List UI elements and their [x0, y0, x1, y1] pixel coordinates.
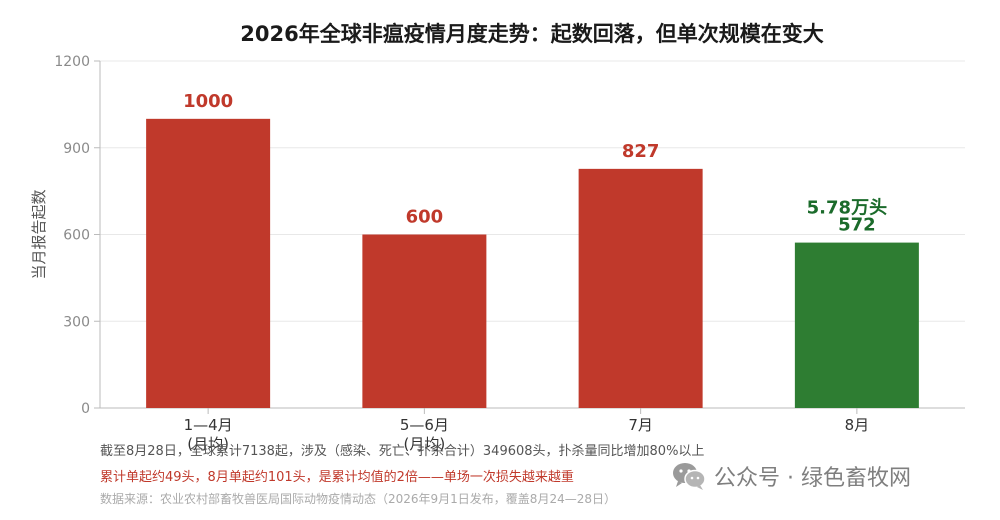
x-tick-label-line: (月均): [404, 435, 446, 453]
y-tick-label: 600: [63, 228, 90, 244]
value-label: 1000: [183, 91, 233, 112]
footer-source-line: 数据来源：农业农村部畜牧兽医局国际动物疫情动态（2026年9月1日发布，覆盖8月…: [100, 492, 616, 506]
x-tick-label-line: 1—4月: [184, 416, 233, 434]
bar: [578, 168, 703, 408]
value-label: 827: [622, 141, 660, 162]
x-tick-label-line: (月均): [187, 435, 229, 453]
y-tick-label: 1200: [54, 54, 90, 70]
wechat-icon: [673, 463, 706, 490]
x-tick-label-line: 8月: [845, 416, 870, 434]
footer-summary-line: 截至8月28日，全球累计7138起，涉及（感染、死亡、扑杀合计）349608头，…: [100, 444, 705, 459]
y-axis-title: 当月报告起数: [30, 189, 48, 279]
bar: [362, 234, 487, 408]
footer-highlight-line: 累计单起约49头，8月单起约101头，是累计均值的2倍——单场一次损失越来越重: [100, 470, 574, 485]
x-tick-label: 1—4月(月均): [184, 416, 233, 453]
value-label: 572: [838, 215, 876, 236]
value-annotation: 5.78万头: [807, 198, 887, 219]
bar: [794, 242, 919, 408]
bar: [146, 118, 271, 408]
x-tick-label: 7月: [628, 416, 653, 434]
x-tick-label-line: 7月: [628, 416, 653, 434]
y-tick-label: 300: [63, 314, 90, 330]
watermark: 公众号 · 绿色畜牧网: [672, 460, 911, 492]
y-tick-label: 0: [81, 401, 90, 417]
chart-title: 2026年全球非瘟疫情月度走势：起数回落，但单次规模在变大: [240, 22, 824, 46]
x-tick-label-line: 5—6月: [400, 416, 449, 434]
x-tick-label: 5—6月(月均): [400, 416, 449, 453]
y-tick-label: 900: [63, 141, 90, 157]
value-label: 600: [406, 207, 444, 228]
x-tick-label: 8月: [845, 416, 870, 434]
watermark-text: 公众号 · 绿色畜牧网: [714, 466, 911, 491]
